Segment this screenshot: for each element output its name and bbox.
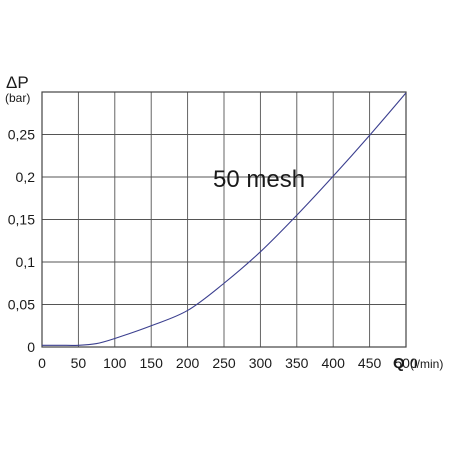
y-tick-label: 0,2 bbox=[16, 169, 36, 185]
x-tick-labels: 0 50 100 150 200 250 300 350 400 450 500 bbox=[38, 355, 418, 371]
x-tick-label: 300 bbox=[249, 355, 273, 371]
y-tick-label: 0 bbox=[27, 339, 35, 355]
y-axis-unit: (bar) bbox=[5, 91, 30, 105]
x-tick-label: 200 bbox=[176, 355, 200, 371]
x-axis-unit: (l/min) bbox=[410, 357, 443, 371]
x-axis-label: Q bbox=[393, 355, 405, 372]
grid bbox=[42, 92, 406, 347]
y-axis-label: ΔP bbox=[6, 73, 29, 92]
y-tick-label: 0,15 bbox=[8, 212, 35, 228]
y-tick-label: 0,05 bbox=[8, 297, 35, 313]
x-tick-label: 250 bbox=[212, 355, 236, 371]
x-tick-label: 450 bbox=[358, 355, 382, 371]
y-tick-label: 0,1 bbox=[16, 254, 36, 270]
x-tick-label: 50 bbox=[71, 355, 87, 371]
y-tick-labels: 0 0,05 0,1 0,15 0,2 0,25 bbox=[8, 127, 35, 356]
x-tick-label: 150 bbox=[140, 355, 164, 371]
x-tick-label: 350 bbox=[285, 355, 309, 371]
x-tick-label: 100 bbox=[103, 355, 127, 371]
x-tick-label: 500 bbox=[394, 355, 418, 371]
y-tick-label: 0,25 bbox=[8, 127, 35, 143]
series-line-50-mesh bbox=[42, 92, 407, 346]
x-tick-label: 400 bbox=[322, 355, 346, 371]
series-annotation: 50 mesh bbox=[213, 166, 305, 193]
x-tick-label: 0 bbox=[38, 355, 46, 371]
plot-frame bbox=[41, 91, 407, 348]
